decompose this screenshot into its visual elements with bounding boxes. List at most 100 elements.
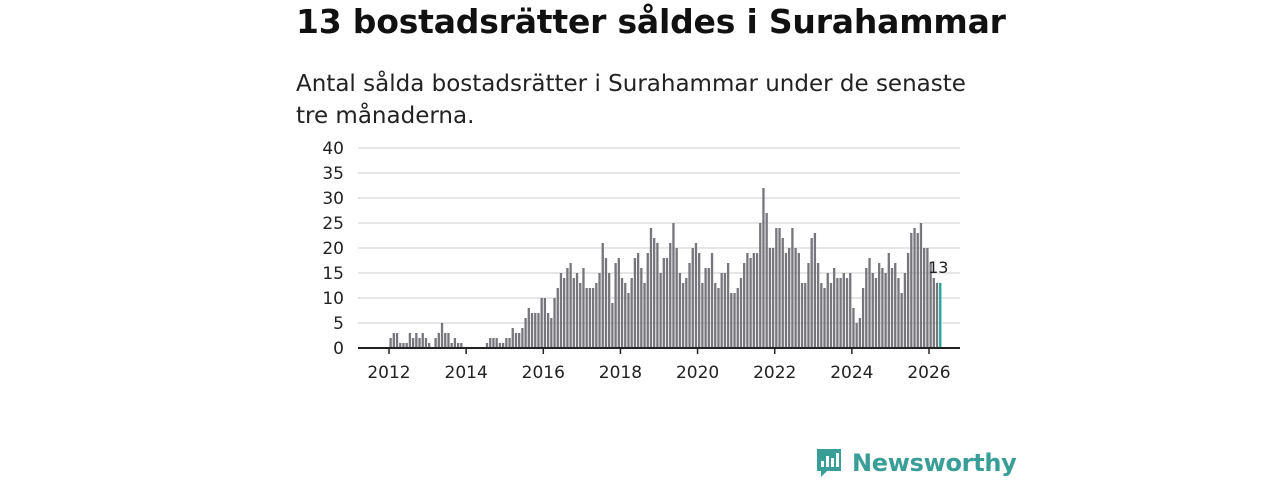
bar: [852, 308, 855, 348]
bar: [759, 223, 762, 348]
bar: [669, 243, 672, 348]
x-tick-label: 2014: [445, 363, 488, 383]
y-tick-label: 30: [322, 189, 344, 209]
bar: [842, 273, 845, 348]
bar: [546, 313, 550, 348]
bar: [704, 268, 707, 348]
bar: [849, 273, 852, 348]
bar: [746, 253, 749, 348]
bar: [788, 248, 791, 348]
bar: [653, 238, 656, 348]
bar: [418, 338, 421, 348]
bar: [691, 248, 694, 348]
bar: [903, 273, 907, 348]
bar: [816, 263, 820, 348]
bar: [726, 263, 730, 348]
bar: [511, 328, 514, 348]
y-tick-label: 0: [333, 339, 344, 359]
bar: [424, 338, 428, 348]
bar: [553, 298, 556, 348]
bar: [411, 338, 415, 348]
bar: [588, 288, 592, 348]
bar: [910, 233, 913, 348]
y-tick-label: 5: [333, 314, 344, 334]
bar: [749, 258, 752, 348]
bar: [534, 313, 537, 348]
bar: [861, 288, 865, 348]
bar: [402, 343, 405, 348]
bar: [919, 223, 923, 348]
bar: [444, 333, 447, 348]
bar: [630, 278, 633, 348]
bar: [498, 343, 502, 348]
bar: [440, 323, 444, 348]
bar: [518, 333, 521, 348]
bar: [543, 298, 547, 348]
y-tick-label: 15: [322, 264, 344, 284]
bar: [794, 248, 797, 348]
y-tick-label: 40: [322, 139, 344, 159]
y-tick-label: 35: [322, 164, 344, 184]
bar: [894, 263, 897, 348]
bar: [833, 268, 836, 348]
bar: [572, 278, 575, 348]
bar: [768, 248, 772, 348]
bar: [926, 248, 929, 348]
y-tick-label: 20: [322, 239, 344, 259]
bar: [855, 323, 858, 348]
bar: [614, 263, 617, 348]
bar: [527, 308, 530, 348]
bar: [646, 253, 649, 348]
bar: [688, 263, 691, 348]
x-tick-label: 2012: [367, 363, 410, 383]
tick-labels: 0 5 10 15 20 25 30 35 40 13 2012 2014 2016 2018 2020 20…: [322, 139, 950, 383]
bar: [392, 333, 395, 348]
bar: [717, 288, 720, 348]
bar: [521, 328, 524, 348]
bar: [505, 338, 508, 348]
bar: [485, 343, 489, 348]
x-tick-label: 2020: [676, 363, 719, 383]
bar: [575, 273, 579, 348]
bars: [389, 188, 942, 348]
bar: [736, 288, 739, 348]
x-tick-label: 2016: [522, 363, 565, 383]
bar: [434, 338, 437, 348]
bar: [710, 253, 714, 348]
bar: [826, 273, 829, 348]
bar: [624, 283, 627, 348]
bar: [884, 273, 887, 348]
bar: [906, 253, 910, 348]
brand-name: Newsworthy: [852, 449, 1017, 477]
bar: [723, 273, 727, 348]
bar: [720, 273, 723, 348]
axes: [358, 347, 960, 354]
bar: [421, 333, 424, 348]
bar: [929, 263, 932, 348]
bar: [829, 283, 833, 348]
bar: [685, 278, 688, 348]
bar: [781, 238, 784, 348]
bar: [823, 288, 826, 348]
bar: [678, 273, 682, 348]
y-tick-label: 10: [322, 289, 344, 309]
bar: [530, 313, 534, 348]
bar: [775, 228, 778, 348]
bar: [797, 253, 800, 348]
bar: [399, 343, 402, 348]
bar: [636, 253, 640, 348]
bar: [659, 273, 662, 348]
bar: [807, 263, 810, 348]
chart-title: 13 bostadsrätter såldes i Surahammar: [296, 2, 1006, 41]
latest-value-label: 13: [928, 258, 948, 277]
bar: [804, 283, 807, 348]
bar: [608, 273, 611, 348]
bar: [611, 303, 614, 348]
chart-subtitle: Antal sålda bostadsrätter i Surahammar u…: [296, 71, 966, 129]
bar: [524, 318, 527, 348]
bar: [672, 223, 675, 348]
bar: [733, 293, 736, 348]
bar: [784, 253, 788, 348]
bar: [633, 258, 637, 348]
